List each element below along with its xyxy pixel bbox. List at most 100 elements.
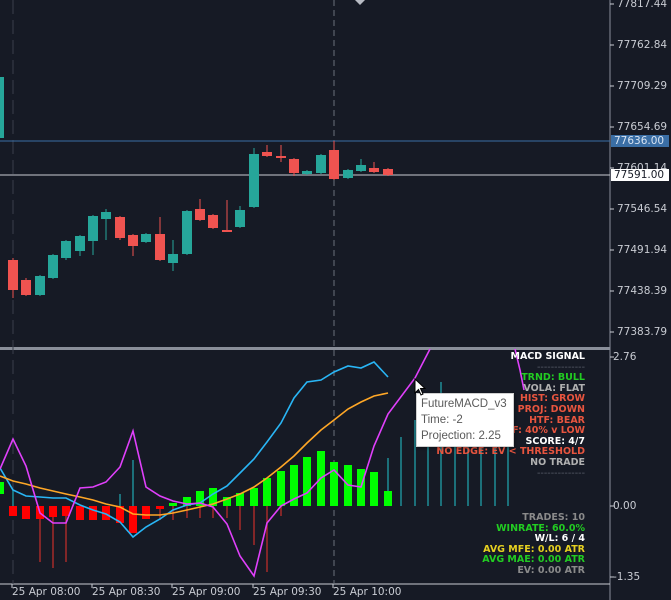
candle-body	[61, 241, 71, 258]
candle-body	[35, 276, 45, 295]
histogram-bar	[129, 506, 137, 533]
histogram-bar	[196, 491, 204, 506]
histogram-bar	[89, 506, 97, 520]
signal-panel-line: HTF: BEAR	[529, 414, 585, 426]
histogram-bar	[22, 506, 30, 519]
candle-body	[168, 254, 178, 263]
marker-diamond-icon	[355, 0, 365, 5]
stats-panel-line: TRADES: 10	[522, 512, 585, 523]
oscillator-line	[0, 348, 431, 578]
histogram-bar	[183, 497, 191, 506]
histogram-bar	[49, 506, 57, 517]
signal-panel-line: NO TRADE	[530, 456, 585, 468]
histogram-bar	[116, 506, 124, 523]
tooltip-projection: Projection: 2.25	[421, 430, 501, 442]
signal-panel-line: CONF: 40% v LOW	[489, 425, 585, 437]
histogram-bar	[330, 462, 338, 506]
candle-body	[289, 159, 299, 173]
indicator-axis-label: -1.35	[613, 571, 641, 583]
tooltip-time: Time: -2	[421, 414, 463, 426]
candle-body	[262, 152, 272, 156]
price-axis-label: 77817.44	[617, 0, 668, 10]
candle-body	[101, 212, 111, 219]
candle-body	[182, 211, 192, 254]
candle-body	[369, 168, 379, 172]
candle-body	[8, 260, 18, 290]
candle-body	[208, 215, 218, 228]
candle-body	[383, 169, 393, 175]
mouse-cursor-icon	[414, 378, 426, 396]
candle-body	[343, 170, 353, 178]
time-axis-label: 25 Apr 09:00	[172, 586, 241, 598]
signal-panel-line: NO EDGE: EV < THRESHOLD	[436, 446, 585, 458]
histogram-bar	[277, 471, 285, 506]
candle-body	[356, 165, 366, 171]
histogram-bar	[169, 503, 177, 506]
candle-body	[48, 255, 58, 278]
candle-body	[128, 235, 138, 246]
indicator-axis-label: 2.76	[613, 351, 637, 363]
candle-body	[302, 171, 312, 174]
signal-panel-line: HIST: GROW	[519, 393, 585, 405]
histogram-bar	[290, 465, 298, 506]
candle-body	[235, 210, 245, 227]
candle-body	[195, 209, 205, 220]
histogram-bar	[384, 491, 392, 506]
histogram-bar	[223, 497, 231, 506]
price-tag: 77591.00	[611, 169, 669, 181]
macd-signal-panel: MACD SIGNAL -------------- TRND: BULL VOL…	[436, 351, 586, 479]
signal-panel-line: PROJ: DOWN	[517, 403, 585, 415]
histogram-bar	[9, 506, 17, 516]
signal-panel-divider: --------------	[537, 361, 585, 373]
stats-panel-line: AVG MFE: 0.00 ATR	[483, 543, 585, 555]
histogram-bar	[370, 472, 378, 506]
histogram-bar	[303, 457, 311, 506]
candle-body	[222, 230, 232, 232]
price-axis-label: 77383.79	[617, 326, 668, 338]
signal-panel-line: TRND: BULL	[521, 372, 585, 384]
signal-panel-line: SCORE: 4/7	[525, 435, 586, 447]
time-axis-label: 25 Apr 08:30	[92, 586, 161, 598]
histogram-bar	[263, 478, 271, 506]
price-axis-label: 77491.94	[617, 244, 668, 256]
candle-body	[75, 236, 85, 251]
candle-body	[88, 216, 98, 241]
histogram-bar	[142, 506, 150, 519]
stats-panel-line: W/L: 6 / 4	[534, 533, 585, 545]
histogram-bar	[102, 506, 110, 520]
stats-panel-line: WINRATE: 60.0%	[496, 522, 585, 534]
candle	[0, 77, 4, 138]
signal-panel-line: VOLA: FLAT	[523, 382, 585, 394]
candle-body	[115, 217, 125, 238]
histogram-bar	[62, 506, 70, 516]
price-axis-label: 77709.29	[617, 80, 668, 92]
price-axis-label: 77654.69	[617, 121, 668, 133]
stats-panel-line: AVG MAE: 0.00 ATR	[482, 554, 585, 566]
time-axis-label: 25 Apr 10:00	[333, 586, 402, 598]
histogram-bar	[250, 488, 258, 506]
signal-panel-divider-bottom: --------------	[537, 467, 585, 479]
pane-separator[interactable]	[0, 347, 610, 350]
indicator-tooltip: FutureMACD_v3 Time: -2 Projection: 2.25	[416, 393, 514, 447]
price-axis-label: 77546.54	[617, 203, 668, 215]
candle-body	[329, 150, 339, 179]
candle-body	[141, 234, 151, 242]
candle-body	[21, 280, 31, 295]
macd-line	[0, 361, 389, 539]
signal-line	[0, 392, 389, 516]
indicator-axis-label: 0.00	[613, 500, 637, 512]
candle-body	[155, 234, 165, 260]
time-axis-label: 25 Apr 08:00	[12, 586, 81, 598]
oscillator_right-line	[514, 348, 525, 391]
histogram-bar	[156, 506, 164, 509]
trade-stats-panel: TRADES: 10 WINRATE: 60.0% W/L: 6 / 4 AVG MF…	[482, 512, 585, 577]
stats-panel-line: EV: 0.00 ATR	[517, 564, 585, 576]
price-axis-label: 77762.84	[617, 39, 668, 51]
time-axis-label: 25 Apr 09:30	[253, 586, 322, 598]
price-axis-label: 77438.39	[617, 285, 668, 297]
candle-body	[316, 155, 326, 173]
candle-body	[276, 156, 286, 158]
histogram-bar	[209, 488, 217, 506]
candle-body	[249, 154, 259, 207]
